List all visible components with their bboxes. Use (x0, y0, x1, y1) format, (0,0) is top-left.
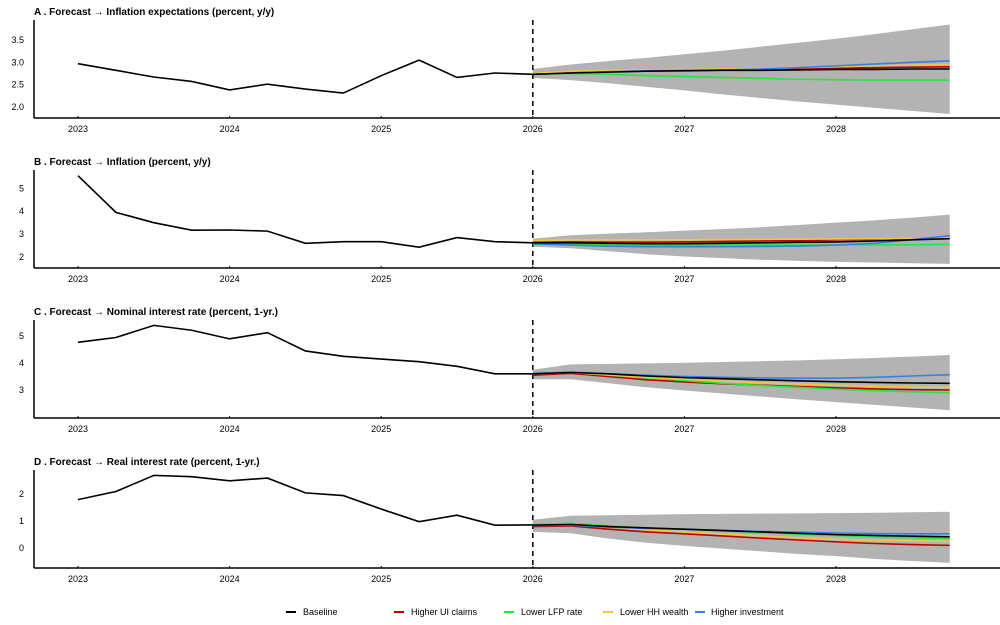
y-tick-label: 3.0 (11, 57, 24, 67)
y-tick-label: 2 (19, 252, 24, 262)
x-tick-label: 2026 (523, 124, 543, 134)
x-tick-label: 2027 (674, 124, 694, 134)
x-tick-label: 2023 (68, 574, 88, 584)
panel-a: 2.0 2.5 3.0 3.5 2023 2024 2025 2026 2027 2028 (11, 20, 1000, 134)
y-tick-label: 1 (19, 516, 24, 526)
legend-label-lower-hh-wealth: Lower HH wealth (620, 607, 689, 617)
y-tick-label: 3.5 (11, 35, 24, 45)
series-baseline (532, 237, 950, 245)
history-line (77, 175, 533, 248)
y-tick-label: 2.0 (11, 102, 24, 112)
x-tick-label: 2023 (68, 424, 88, 434)
x-tick-label: 2028 (826, 274, 846, 284)
x-tick-label: 2028 (826, 574, 846, 584)
panel-d: 0 1 2 2023 2024 2025 2026 2027 2028 (19, 470, 1000, 584)
series-lower-lfp-rate (532, 243, 950, 246)
x-tick-label: 2024 (220, 574, 240, 584)
legend-label-higher-investment: Higher investment (711, 607, 784, 617)
series-baseline (532, 523, 950, 538)
x-tick-label: 2027 (674, 424, 694, 434)
y-tick-label: 3 (19, 229, 24, 239)
x-tick-label: 2028 (826, 424, 846, 434)
y-tick-label: 3 (19, 385, 24, 395)
legend-label-higher-ui-claims: Higher UI claims (411, 607, 478, 617)
y-tick-label: 5 (19, 331, 24, 341)
y-tick-label: 4 (19, 206, 24, 216)
y-tick-label: 2.5 (11, 80, 24, 90)
panel-a-title: A . Forecast → Inflation expectations (p… (34, 7, 274, 18)
x-tick-label: 2025 (371, 124, 391, 134)
x-tick-label: 2024 (220, 424, 240, 434)
x-tick-label: 2026 (523, 424, 543, 434)
series-lower-hh-wealth (532, 371, 950, 389)
x-tick-label: 2026 (523, 574, 543, 584)
series-baseline (532, 68, 950, 76)
x-tick-label: 2024 (220, 124, 240, 134)
y-tick-label: 4 (19, 358, 24, 368)
x-tick-label: 2025 (371, 574, 391, 584)
y-tick-label: 0 (19, 543, 24, 553)
y-tick-label: 5 (19, 183, 24, 193)
x-tick-label: 2028 (826, 124, 846, 134)
series-baseline (532, 371, 950, 385)
x-tick-label: 2023 (68, 124, 88, 134)
series-higher-ui-claims (532, 525, 950, 547)
panel-c: 3 4 5 2023 2024 2025 2026 2027 2028 (19, 320, 1000, 434)
series-higher-investment (532, 234, 950, 248)
x-tick-label: 2027 (674, 574, 694, 584)
x-tick-label: 2025 (371, 274, 391, 284)
panel-c-title: C . Forecast → Nominal interest rate (pe… (34, 307, 278, 318)
x-tick-label: 2024 (220, 274, 240, 284)
x-tick-label: 2025 (371, 424, 391, 434)
series-lower-lfp-rate (532, 72, 950, 81)
panel-d-title: D . Forecast → Real interest rate (perce… (34, 457, 260, 468)
x-tick-label: 2023 (68, 274, 88, 284)
legend-label-lower-lfp-rate: Lower LFP rate (521, 607, 582, 617)
history-line (77, 324, 533, 375)
legend: Baseline Higher UI claims Lower LFP rate… (286, 607, 784, 617)
history-line (77, 59, 533, 94)
x-tick-label: 2027 (674, 274, 694, 284)
x-tick-label: 2026 (523, 274, 543, 284)
legend-label-baseline: Baseline (303, 607, 338, 617)
history-line (77, 474, 533, 526)
series-lower-hh-wealth (532, 236, 950, 242)
panel-b-title: B . Forecast → Inflation (percent, y/y) (34, 157, 211, 168)
panel-b: 2 3 4 5 2023 2024 2025 2026 2027 2028 (19, 170, 1000, 284)
y-tick-label: 2 (19, 489, 24, 499)
